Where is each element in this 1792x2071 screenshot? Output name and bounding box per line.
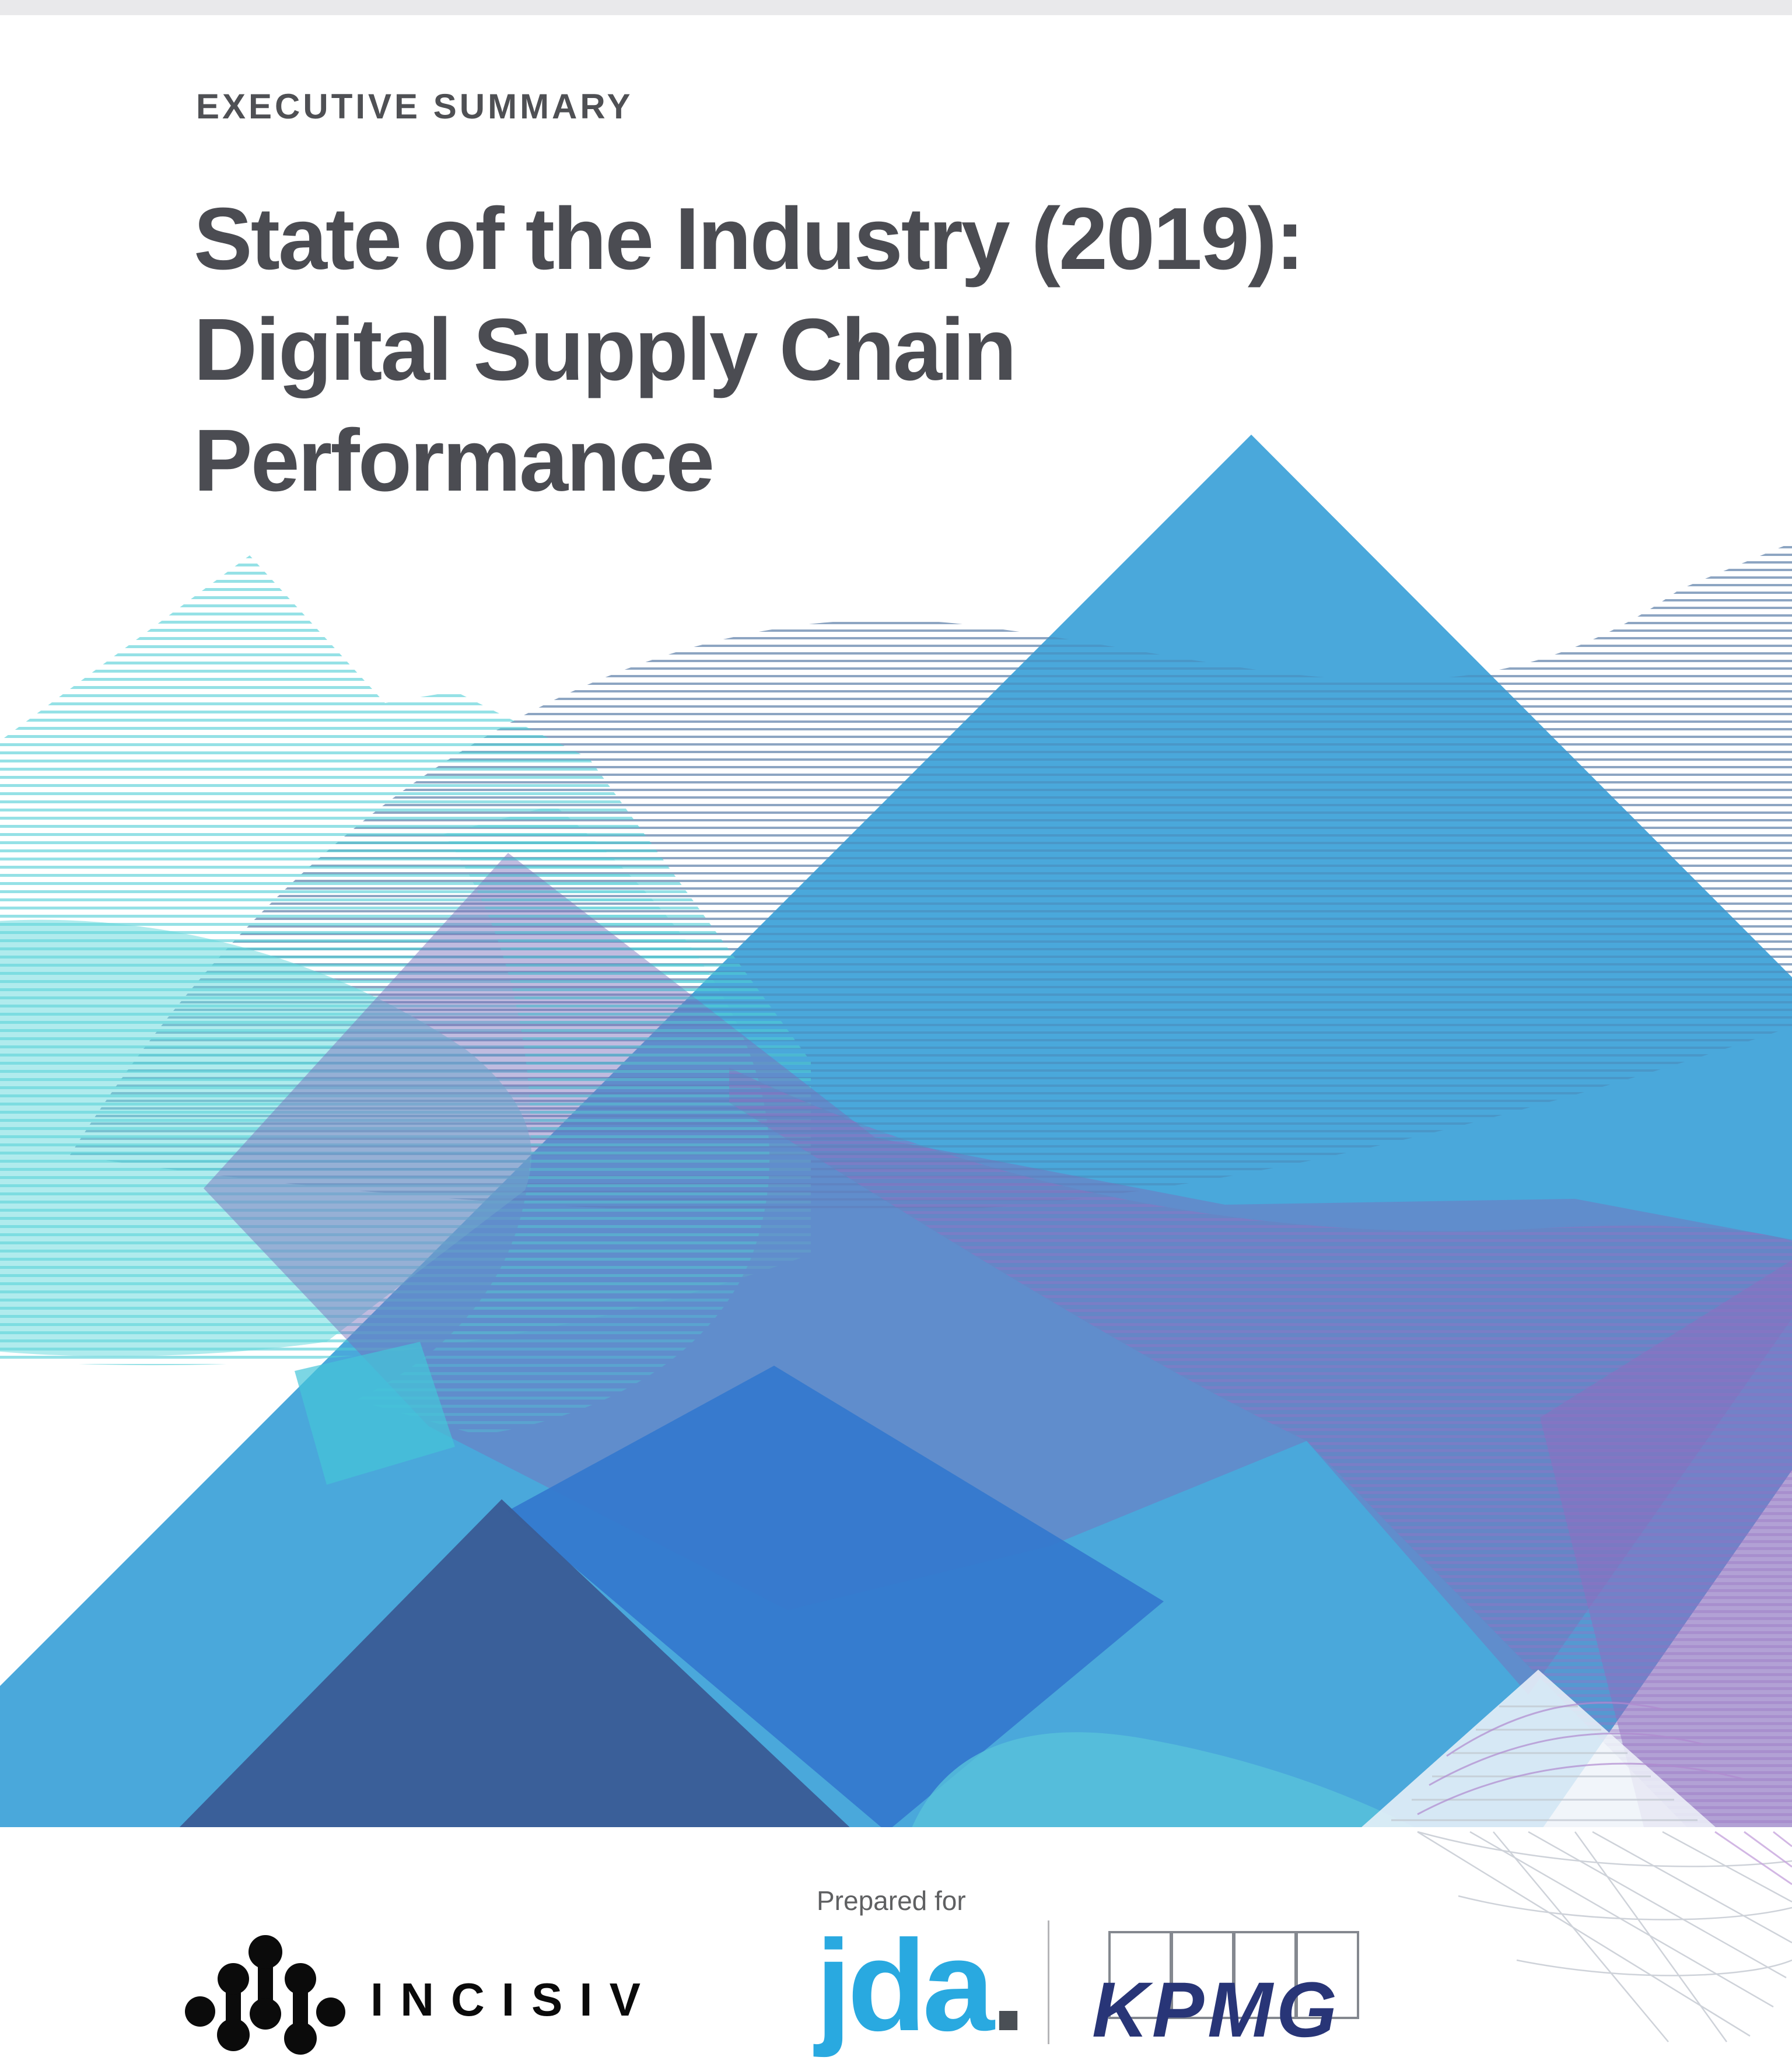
svg-text:KPMG: KPMG (1092, 1967, 1340, 2053)
svg-text:INCISIV: INCISIV (370, 1974, 657, 2025)
svg-text:Prepared for: Prepared for (817, 1885, 966, 1916)
svg-text:jda.: jda. (813, 1913, 1022, 2058)
